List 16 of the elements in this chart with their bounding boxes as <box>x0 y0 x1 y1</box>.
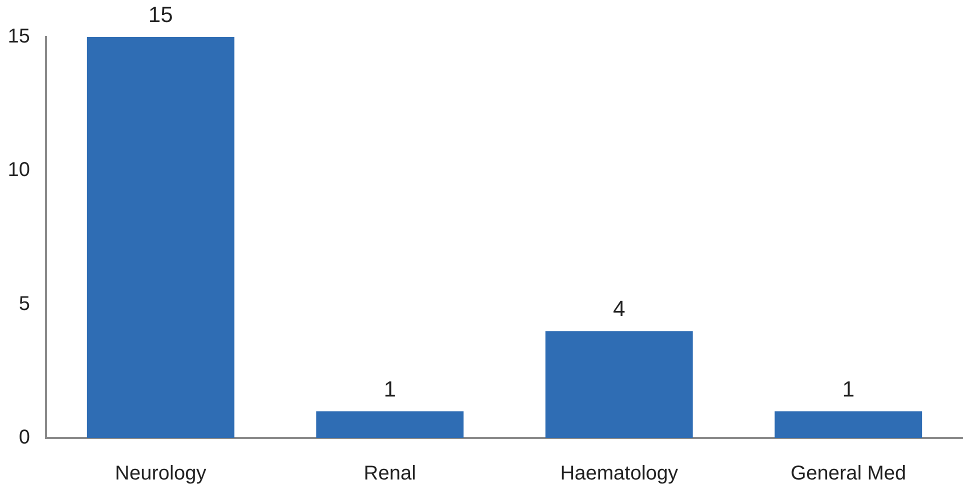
y-tick-label: 0 <box>18 426 30 449</box>
x-tick-label: Haematology <box>560 462 678 485</box>
bar <box>774 411 922 438</box>
x-tick-label: Neurology <box>115 462 206 485</box>
data-label: 1 <box>384 376 396 402</box>
bar <box>86 37 234 438</box>
x-tick-label: General Med <box>790 462 906 485</box>
data-label: 15 <box>148 2 173 28</box>
data-label: 1 <box>842 376 854 402</box>
bar <box>316 411 464 438</box>
bar <box>545 331 693 438</box>
data-label: 4 <box>613 296 626 322</box>
y-tick-label: 15 <box>8 26 30 48</box>
x-tick-label: Renal <box>364 462 416 485</box>
y-tick-label: 10 <box>8 159 30 182</box>
y-tick-label: 5 <box>18 292 30 315</box>
